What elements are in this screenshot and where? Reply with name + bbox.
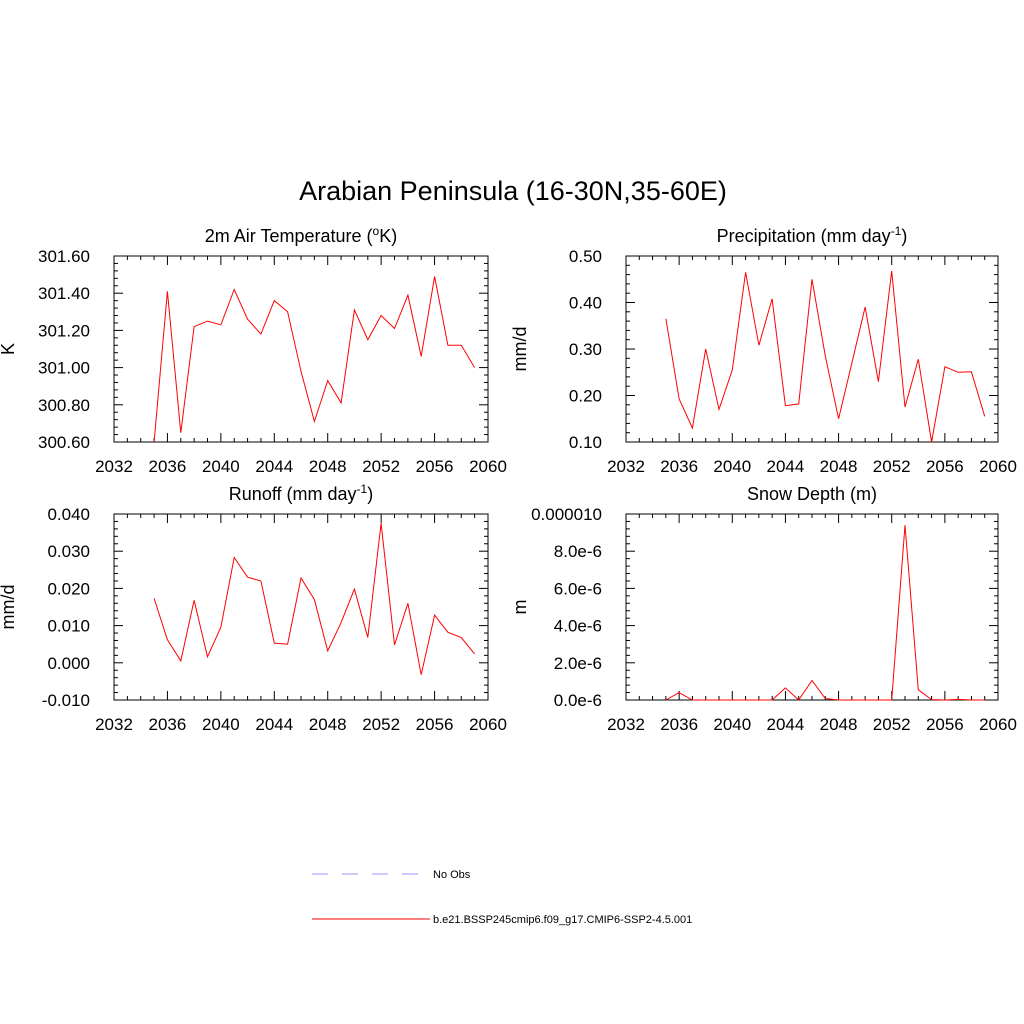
y-tick-label: 300.80 [38,396,90,415]
series-line [665,525,985,701]
x-tick-label: 2056 [416,457,454,476]
y-tick-label: 301.00 [38,359,90,378]
x-tick-label: 2060 [979,715,1017,734]
y-tick-label: 6.0e-6 [554,579,602,598]
x-tick-label: 2056 [416,715,454,734]
x-tick-label: 2044 [255,457,293,476]
y-axis-label: K [0,343,18,355]
panel-1: 2032 2036 2040 2044 2048 2052 2056 2060 300.60 30… [0,224,507,476]
x-tick-label: 2032 [95,715,133,734]
x-tick-label: 2040 [713,715,751,734]
panel-4: 2032 2036 2040 2044 2048 2052 2056 2060 0.0e-6 2.… [510,484,1017,734]
x-tick-label: 2036 [149,457,187,476]
x-tick-label: 2040 [202,457,240,476]
plot-frame [113,255,489,443]
y-tick-label: 0.030 [47,542,90,561]
x-tick-label: 2048 [309,457,347,476]
series-line [665,270,986,443]
x-tick-label: 2044 [767,457,805,476]
y-tick-label: 0.020 [47,579,90,598]
x-tick-label: 2048 [820,715,858,734]
y-tick-label: 8.0e-6 [554,542,602,561]
y-tick-label: 0.50 [569,247,602,266]
x-tick-label: 2036 [149,715,187,734]
y-tick-label: 0.10 [569,433,602,452]
y-tick-label: 0.040 [47,505,90,524]
panel-title: Runoff (mm day-1) [229,482,373,504]
x-tick-label: 2044 [767,715,805,734]
panel-title: Snow Depth (m) [747,484,877,504]
x-tick-label: 2044 [255,715,293,734]
x-tick-label: 2048 [309,715,347,734]
x-tick-label: 2032 [607,715,645,734]
panel-title: Precipitation (mm day-1) [717,224,908,246]
panel-title: 2m Air Temperature (oK) [205,224,397,246]
y-axis-label: mm/d [0,585,18,630]
y-axis-label: mm/d [510,327,530,372]
y-tick-label: -0.010 [42,691,90,710]
y-tick-label: 0.30 [569,340,602,359]
x-tick-label: 2052 [362,715,400,734]
series-line [153,523,475,675]
y-tick-label: 0.40 [569,294,602,313]
x-tick-label: 2060 [979,457,1017,476]
figure-title: Arabian Peninsula (16-30N,35-60E) [299,176,727,206]
x-tick-label: 2040 [202,715,240,734]
legend-label-1: No Obs [433,869,471,881]
x-tick-label: 2052 [873,457,911,476]
legend-label-2: b.e21.BSSP245cmip6.f09_g17.CMIP6-SSP2-4.… [433,914,692,926]
x-tick-label: 2060 [469,457,507,476]
y-tick-label: 0.010 [47,617,90,636]
y-tick-label: 2.0e-6 [554,654,602,673]
panel-2: 2032 2036 2040 2044 2048 2052 2056 2060 0.10 0.20… [510,224,1017,476]
plot-frame [113,513,489,701]
y-tick-label: 0.000 [47,654,90,673]
x-tick-label: 2060 [469,715,507,734]
panel-3: 2032 2036 2040 2044 2048 2052 2056 2060 -0.010 0.… [0,482,507,734]
x-tick-label: 2040 [713,457,751,476]
series-line [153,276,476,443]
x-tick-label: 2048 [820,457,858,476]
y-axis-label: m [510,600,530,615]
x-tick-label: 2036 [660,715,698,734]
y-tick-label: 0.20 [569,387,602,406]
x-tick-label: 2052 [873,715,911,734]
plot-frame [625,513,999,701]
x-tick-label: 2036 [660,457,698,476]
x-tick-label: 2052 [362,457,400,476]
y-tick-label: 301.40 [38,284,90,303]
y-tick-label: 4.0e-6 [554,617,602,636]
y-tick-label: 301.20 [38,321,90,340]
panels-group: 2032 2036 2040 2044 2048 2052 2056 2060 300.60 30… [0,224,1017,734]
y-tick-label: 0.000010 [531,505,602,524]
y-tick-label: 300.60 [38,433,90,452]
y-tick-label: 0.0e-6 [554,691,602,710]
x-tick-label: 2032 [607,457,645,476]
x-tick-label: 2056 [926,715,964,734]
y-tick-label: 301.60 [38,247,90,266]
x-tick-label: 2032 [95,457,133,476]
legend: No Obs b.e21.BSSP245cmip6.f09_g17.CMIP6-S… [312,869,692,926]
x-tick-label: 2056 [926,457,964,476]
